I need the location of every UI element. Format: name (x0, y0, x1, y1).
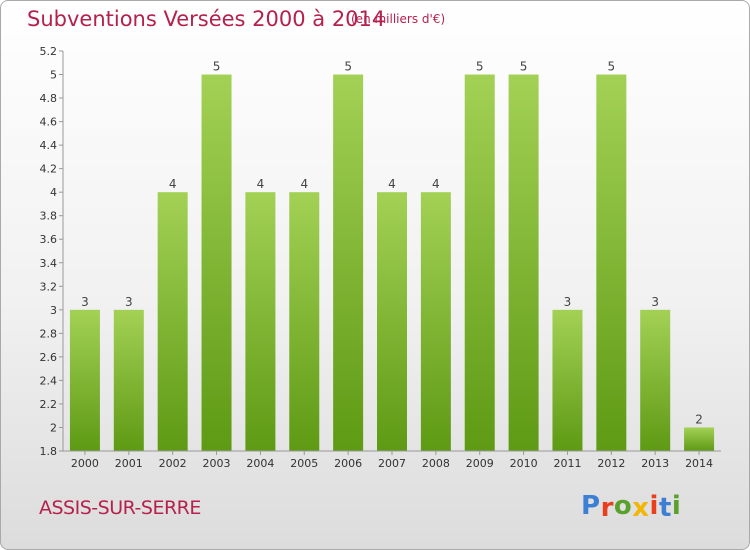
data-label-2006: 5 (344, 60, 352, 74)
x-tick-label-2000: 2000 (71, 457, 99, 470)
data-label-2011: 3 (564, 295, 572, 309)
bar-2000 (69, 309, 100, 451)
data-label-2000: 3 (81, 295, 89, 309)
x-tick-label-2004: 2004 (246, 457, 274, 470)
bar-2006 (333, 74, 364, 451)
x-tick-label-2006: 2006 (334, 457, 362, 470)
data-label-2002: 4 (169, 177, 177, 191)
x-tick-label-2001: 2001 (115, 457, 143, 470)
bar-2008 (420, 192, 451, 452)
logo-letter: i (671, 491, 682, 521)
x-tick-label-2005: 2005 (290, 457, 318, 470)
y-tick-label: 3 (50, 304, 57, 317)
data-label-2003: 5 (213, 60, 221, 74)
bar-2014 (684, 427, 715, 451)
bars: 3 3 4 5 4 4 5 4 4 5 5 3 5 3 2 (69, 60, 715, 452)
x-tick-label-2007: 2007 (378, 457, 406, 470)
data-label-2008: 4 (432, 177, 440, 191)
x-tick-label-2009: 2009 (466, 457, 494, 470)
y-tick-label: 1.8 (40, 445, 58, 458)
proxiti-logo[interactable]: Proxiti (581, 491, 682, 523)
y-tick-label: 4.6 (40, 116, 58, 129)
data-label-2010: 5 (520, 60, 528, 74)
commune-name: ASSIS-SUR-SERRE (39, 497, 201, 519)
x-tick-label-2012: 2012 (597, 457, 625, 470)
y-tick-label: 3.2 (40, 280, 58, 293)
logo-letter: r (600, 493, 614, 523)
y-tick-label: 5 (50, 69, 57, 82)
y-tick-label: 2.6 (40, 351, 58, 364)
x-axis: 2000 2001 2002 2003 2004 2005 2006 2007 2008 2009… (63, 450, 721, 470)
data-label-2005: 4 (300, 177, 308, 191)
y-tick-label: 3.6 (40, 233, 58, 246)
logo-letter: P (581, 491, 601, 521)
x-tick-label-2003: 2003 (203, 457, 231, 470)
logo-letter: o (613, 491, 633, 521)
y-tick-label: 2.2 (40, 398, 58, 411)
data-label-2012: 5 (608, 60, 616, 74)
bar-2011 (552, 309, 583, 451)
x-tick-label-2002: 2002 (159, 457, 187, 470)
bar-2012 (596, 74, 627, 451)
bar-2010 (508, 74, 539, 451)
data-label-2001: 3 (125, 295, 133, 309)
data-label-2004: 4 (257, 177, 265, 191)
data-label-2007: 4 (388, 177, 396, 191)
bar-2003 (201, 74, 232, 451)
data-label-2014: 2 (695, 412, 703, 426)
y-tick-label: 3.4 (40, 257, 58, 270)
bar-2013 (640, 309, 671, 451)
bar-2004 (245, 192, 276, 452)
y-tick-label: 4.4 (40, 139, 58, 152)
bar-2007 (377, 192, 407, 452)
y-tick-label: 3.8 (40, 210, 58, 223)
y-tick-label: 4.8 (40, 92, 58, 105)
bar-2005 (289, 192, 320, 452)
bar-2002 (157, 192, 188, 452)
logo-letter: t (658, 493, 672, 523)
x-tick-label-2011: 2011 (553, 457, 581, 470)
x-tick-label-2014: 2014 (685, 457, 713, 470)
data-label-2013: 3 (651, 295, 659, 309)
y-tick-label: 4.2 (40, 163, 58, 176)
y-tick-label: 2.8 (40, 327, 58, 340)
y-tick-label: 2 (50, 421, 57, 434)
y-tick-label: 2.4 (40, 374, 58, 387)
y-tick-label: 4 (50, 186, 57, 199)
logo-letter: i (649, 491, 659, 521)
bar-2009 (464, 74, 495, 451)
x-tick-label-2013: 2013 (641, 457, 669, 470)
y-axis: 1.8 2 2.2 2.4 2.6 2.8 3 3.2 3.4 3.6 3.8 4 4.2 4.4 4.6 4… (40, 45, 64, 458)
bar-2001 (113, 309, 144, 451)
chart-subtitle: (en milliers d'€) (351, 12, 446, 26)
chart-title: Subventions Versées 2000 à 2014 (27, 7, 386, 31)
x-tick-label-2008: 2008 (422, 457, 450, 470)
y-tick-label: 5.2 (40, 45, 58, 58)
data-label-2009: 5 (476, 60, 484, 74)
x-tick-label-2010: 2010 (510, 457, 538, 470)
logo-letter: x (632, 493, 650, 523)
